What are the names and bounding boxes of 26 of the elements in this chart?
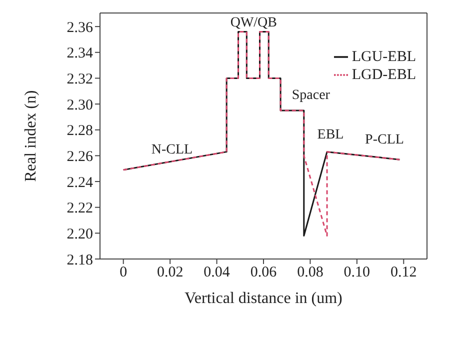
y-tick-label: 2.36 [66,20,94,36]
y-tick-label: 2.22 [66,200,93,217]
y-tick-label: 2.20 [66,226,93,242]
y-tick-label: 2.26 [66,149,94,166]
x-tick-label: 0 [120,264,128,281]
annotation: EBL [317,128,344,143]
x-tick-label: 0.06 [250,264,278,281]
annotation: P-CLL [365,132,404,148]
x-tick-label: 0.04 [204,264,230,281]
x-tick-label: 0.02 [156,264,184,281]
y-tick-label: 2.24 [66,174,94,191]
y-axis-title: Real index (n) [22,90,40,182]
x-tick-label: 0.08 [297,264,324,281]
x-tick-label: 0.12 [390,264,417,281]
annotation: QW/QB [230,16,278,31]
y-tick-label: 2.28 [66,123,93,140]
annotation: Spacer [292,88,330,104]
legend-label: LGU-EBL [352,49,416,65]
y-tick-label: 2.30 [66,97,93,114]
x-tick-label: 0.10 [344,264,370,281]
legend-label: LGD-EBL [352,67,416,83]
annotation: N-CLL [151,142,193,158]
y-tick-label: 2.34 [66,46,94,62]
x-axis-title: Vertical distance in (um) [184,290,342,307]
y-tick-label: 2.32 [66,72,93,88]
y-tick-label: 2.18 [66,252,93,268]
